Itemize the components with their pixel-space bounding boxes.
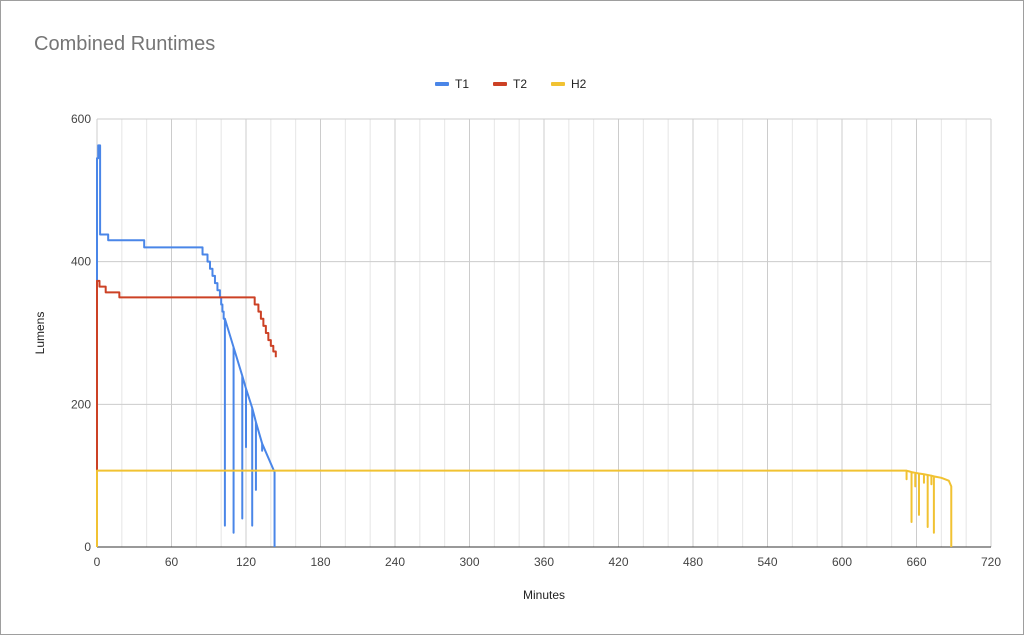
x-tick-label: 540 [757, 555, 777, 569]
y-tick-label: 0 [84, 540, 91, 554]
x-tick-label: 60 [165, 555, 179, 569]
series-layer [96, 144, 953, 547]
x-tick-label: 720 [981, 555, 1001, 569]
series-line-h2 [96, 469, 953, 547]
series-line-t1 [96, 144, 276, 547]
chart-title: Combined Runtimes [34, 33, 216, 55]
x-axis-title: Minutes [523, 588, 565, 602]
x-tick-label: 360 [534, 555, 554, 569]
x-tick-label: 300 [459, 555, 479, 569]
series-line-t2 [96, 279, 277, 547]
legend-item-h2[interactable]: H2 [551, 77, 587, 91]
y-axis-title: Lumens [33, 312, 47, 355]
legend-label: T2 [513, 77, 527, 91]
legend-item-t1[interactable]: T1 [435, 77, 469, 91]
legend-label: T1 [455, 77, 469, 91]
axis-layer: 0 60 120 180 240 300 360 420 480 540 600 660 720 0 200… [71, 112, 1001, 569]
y-tick-label: 600 [71, 112, 91, 126]
legend[interactable]: T1 T2 H2 [435, 77, 587, 91]
x-tick-label: 660 [906, 555, 926, 569]
x-tick-label: 480 [683, 555, 703, 569]
x-tick-label: 0 [94, 555, 101, 569]
legend-swatch [435, 82, 449, 86]
legend-label: H2 [571, 77, 587, 91]
legend-swatch [551, 82, 565, 86]
y-tick-label: 200 [71, 397, 91, 411]
legend-item-t2[interactable]: T2 [493, 77, 527, 91]
y-tick-label: 400 [71, 255, 91, 269]
x-tick-label: 420 [608, 555, 628, 569]
x-tick-label: 180 [310, 555, 330, 569]
x-tick-label: 240 [385, 555, 405, 569]
x-tick-label: 120 [236, 555, 256, 569]
x-tick-label: 600 [832, 555, 852, 569]
legend-swatch [493, 82, 507, 86]
grid-layer [96, 118, 992, 548]
